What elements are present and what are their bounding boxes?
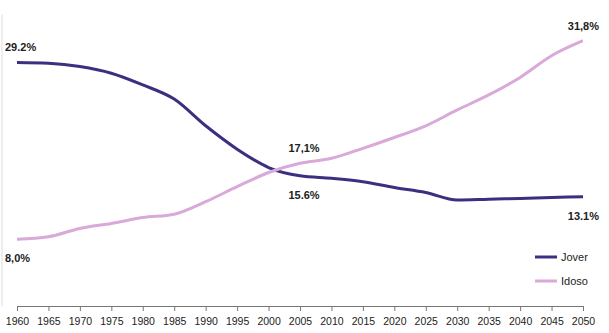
plot-area: [17, 41, 583, 240]
x-tick-label: 1980: [132, 315, 156, 327]
x-tick-mark: [143, 306, 144, 311]
x-tick: 1970: [69, 306, 93, 327]
x-tick-mark: [80, 306, 81, 311]
x-tick: 2035: [477, 306, 501, 327]
x-tick-label: 2025: [415, 315, 439, 327]
annotation: 13.1%: [568, 210, 599, 222]
x-tick-label: 1965: [37, 315, 61, 327]
legend-item: Jover: [535, 251, 588, 263]
x-tick: 2015: [352, 306, 376, 327]
x-tick-mark: [111, 306, 112, 311]
legend-swatch: [535, 280, 557, 283]
x-tick-label: 2045: [540, 315, 564, 327]
x-tick: 1990: [194, 306, 218, 327]
y-axis-line: [2, 15, 3, 307]
x-tick-label: 2020: [383, 315, 407, 327]
legend-swatch: [535, 256, 557, 259]
x-tick-mark: [489, 306, 490, 311]
x-tick: 2010: [320, 306, 344, 327]
x-tick-label: 2040: [509, 315, 533, 327]
x-tick-label: 2015: [352, 315, 376, 327]
x-tick: 1975: [100, 306, 124, 327]
legend-label: Jover: [561, 251, 588, 263]
x-tick-mark: [206, 306, 207, 311]
x-axis: 1960 1965 1970 1975 1980 1985 1990 1995 2000 2005…: [6, 306, 596, 327]
x-tick-label: 2010: [320, 315, 344, 327]
x-tick-mark: [394, 306, 395, 311]
annotation: 29.2%: [5, 41, 36, 53]
x-tick-mark: [363, 306, 364, 311]
annotations: 29.2% 8,0% 17,1% 15.6% 31,8% 13.1%: [5, 20, 599, 265]
annotation: 17,1%: [288, 142, 319, 154]
annotation: 8,0%: [5, 252, 30, 264]
x-tick-mark: [269, 306, 270, 311]
x-tick-label: 1995: [226, 315, 250, 327]
x-tick-label: 2035: [477, 315, 501, 327]
x-tick-label: 2050: [572, 315, 596, 327]
x-tick-label: 1970: [69, 315, 93, 327]
x-tick-mark: [17, 306, 18, 311]
y-axis: [2, 15, 3, 307]
x-tick-mark: [426, 306, 427, 311]
line-0: [17, 62, 583, 200]
chart: 1960 1965 1970 1975 1980 1985 1990 1995 2000 2005…: [0, 0, 609, 333]
x-tick: 2020: [383, 306, 407, 327]
legend-label: Idoso: [561, 275, 588, 287]
x-tick-label: 2005: [289, 315, 313, 327]
annotation: 15.6%: [288, 189, 319, 201]
x-tick: 2000: [257, 306, 281, 327]
x-tick-mark: [583, 306, 584, 311]
x-tick-mark: [48, 306, 49, 311]
x-tick: 2045: [540, 306, 564, 327]
x-tick: 1960: [6, 306, 30, 327]
x-tick-mark: [552, 306, 553, 311]
x-tick: 1985: [163, 306, 187, 327]
x-tick-mark: [237, 306, 238, 311]
x-tick: 2030: [446, 306, 470, 327]
x-tick-mark: [457, 306, 458, 311]
x-tick: 1980: [132, 306, 156, 327]
x-tick: 2040: [509, 306, 533, 327]
x-tick-label: 1975: [100, 315, 124, 327]
x-tick-mark: [174, 306, 175, 311]
x-tick-label: 1990: [194, 315, 218, 327]
x-tick-mark: [300, 306, 301, 311]
legend-item: Idoso: [535, 275, 588, 287]
x-tick-label: 2000: [257, 315, 281, 327]
x-tick-mark: [331, 306, 332, 311]
x-tick: 1965: [37, 306, 61, 327]
x-tick-label: 2030: [446, 315, 470, 327]
annotation: 31,8%: [568, 20, 599, 32]
line-1: [17, 41, 583, 240]
x-tick-label: 1985: [163, 315, 187, 327]
x-tick: 2025: [415, 306, 439, 327]
x-tick: 1995: [226, 306, 250, 327]
x-tick: 2005: [289, 306, 313, 327]
x-tick: 2050: [572, 306, 596, 327]
legend: Jover Idoso: [535, 251, 588, 287]
x-tick-mark: [520, 306, 521, 311]
x-tick-label: 1960: [6, 315, 30, 327]
